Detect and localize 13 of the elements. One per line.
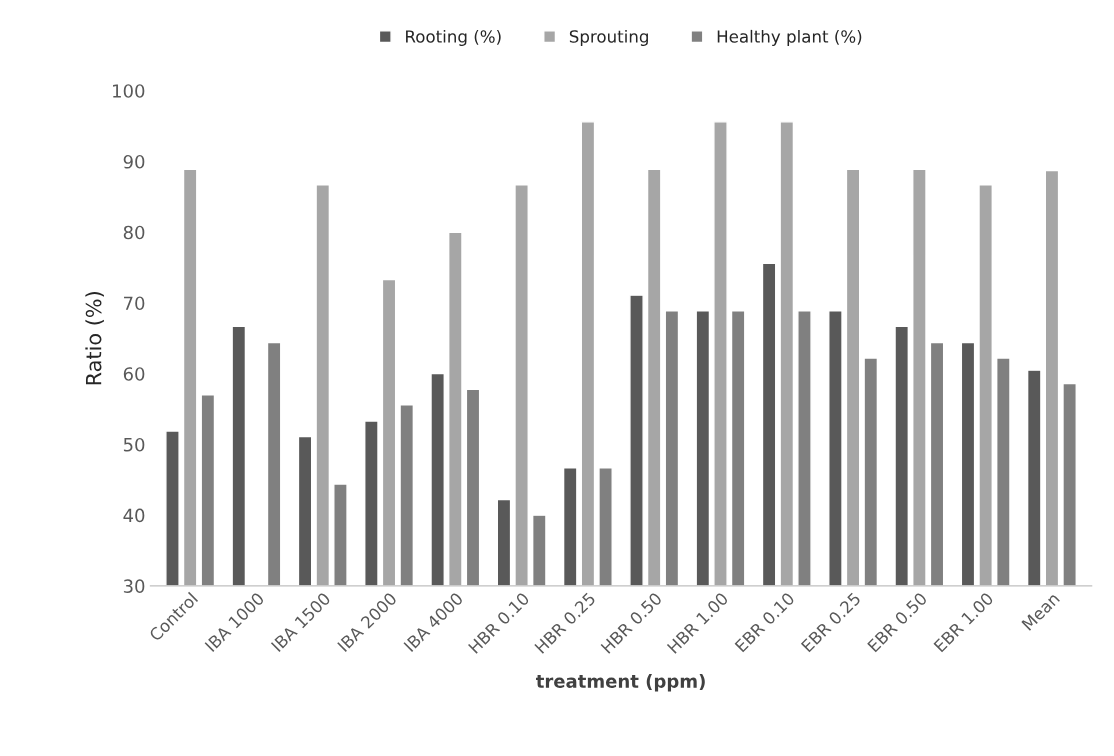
- legend-label: Sprouting: [569, 29, 648, 47]
- y-tick-label: 70: [124, 296, 145, 311]
- y-tick-label: 40: [123, 508, 145, 523]
- legend-label: Rooting (%): [406, 29, 501, 47]
- x-axis-title: treatment (ppm): [536, 673, 705, 692]
- y-axis-title: Ratio (%): [85, 292, 104, 385]
- y-tick-label: 100: [113, 84, 145, 98]
- legend-label: Healthy plant (%): [717, 29, 862, 47]
- y-tick-label: 90: [123, 154, 145, 169]
- y-tick-label: 60: [123, 367, 145, 381]
- y-tick-label: 30: [123, 579, 145, 594]
- y-tick-label: 50: [123, 437, 145, 452]
- y-tick-label: 80: [123, 225, 145, 240]
